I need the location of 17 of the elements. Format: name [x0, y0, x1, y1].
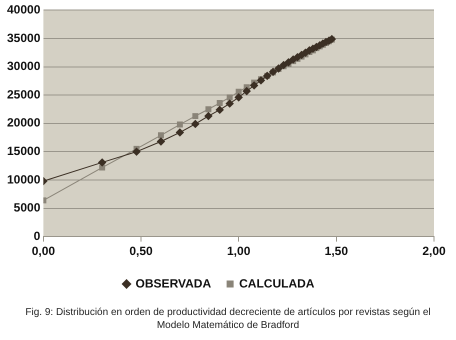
caption: Fig. 9: Distribución en orden de productividad decreciente de artículos por revistas según el Modelo Matemático de Bradford [24, 306, 432, 332]
y-tick-label: 5000 [14, 200, 41, 215]
x-tick-label: 2,00 [422, 244, 446, 258]
y-tick-label: 40000 [6, 2, 41, 17]
legend-label: OBSERVADA [136, 276, 212, 290]
y-tick-label: 20000 [6, 116, 41, 130]
x-tick-label: 0,50 [129, 244, 154, 258]
y-tick-label: 25000 [6, 87, 41, 102]
y-tick-label: 35000 [6, 30, 41, 45]
y-tick-label: 30000 [6, 59, 41, 74]
x-tick-label: 1,50 [324, 244, 348, 258]
x-tick-label: 0,00 [32, 244, 56, 258]
y-tick-label: 10000 [6, 172, 41, 186]
y-tick-label: 15000 [6, 144, 41, 158]
legend-label: CALCULADA [239, 276, 315, 290]
x-tick-label: 1,00 [227, 244, 251, 258]
y-tick-label: 0 [34, 228, 41, 243]
